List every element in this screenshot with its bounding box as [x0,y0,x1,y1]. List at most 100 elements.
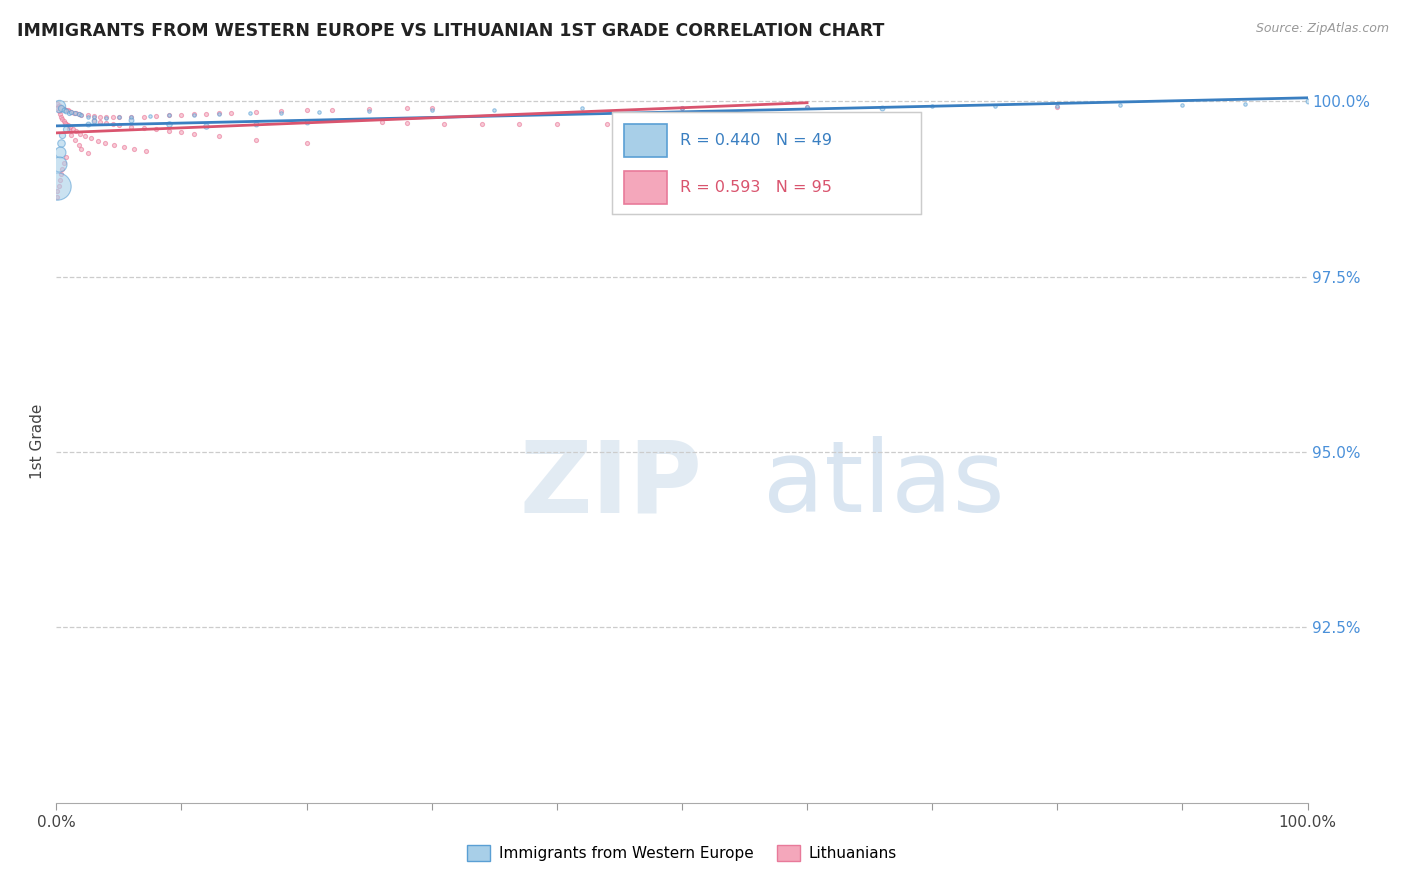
Point [49,173,72,187]
Point [132,120,155,135]
FancyBboxPatch shape [624,124,668,157]
Point [101,117,124,131]
Point [48,104,70,119]
Point [80,130,103,145]
Point [321,103,343,117]
Point [395,101,418,115]
Point [76,108,98,122]
Point [420,101,443,115]
Point [65,106,87,120]
Point [145,109,167,123]
Point [139,109,162,123]
Point [245,104,267,119]
Point [1046,100,1069,114]
Point [56,118,79,132]
Point [76,110,98,124]
Point [870,101,893,115]
Point [170,125,193,139]
Point [55,104,77,119]
Point [359,104,381,119]
Point [433,117,456,131]
Point [83,114,105,128]
Point [70,142,93,156]
Text: R = 0.593   N = 95: R = 0.593 N = 95 [679,180,831,195]
Point [67,137,90,152]
Point [52,114,75,128]
Point [308,104,330,119]
Point [571,101,593,115]
FancyBboxPatch shape [624,171,668,204]
Point [51,101,73,115]
Point [51,112,73,126]
Point [51,161,73,176]
Point [96,116,118,130]
Point [596,118,619,132]
Point [48,98,70,112]
Point [108,111,131,125]
Point [62,122,84,136]
Point [48,178,70,193]
Point [53,103,76,117]
Point [135,144,157,158]
Point [46,97,69,112]
Point [58,105,80,120]
Point [52,102,75,116]
Point [60,128,83,142]
Point [195,107,218,121]
Point [120,113,142,128]
Point [921,99,943,113]
Point [59,120,82,135]
Point [55,103,77,117]
Point [120,110,142,124]
Point [51,136,73,151]
Point [145,122,167,136]
Point [76,117,98,131]
Text: atlas: atlas [763,436,1005,533]
Point [157,124,180,138]
Point [48,157,70,171]
Point [55,122,77,136]
Point [83,113,105,128]
Point [157,117,180,131]
Point [183,107,205,121]
Point [70,108,93,122]
Point [48,98,70,112]
Point [239,106,262,120]
Point [170,108,193,122]
Point [1296,95,1319,109]
Point [51,128,73,142]
Point [122,142,145,156]
Point [62,105,84,120]
Point [51,101,73,115]
Point [83,109,105,123]
Point [94,136,117,150]
Point [103,137,125,152]
Point [183,127,205,141]
Point [208,107,231,121]
Point [89,110,111,124]
Point [471,117,494,131]
Point [132,110,155,124]
Point [195,119,218,133]
Point [984,98,1007,112]
Point [46,190,69,204]
Point [76,146,98,161]
Point [60,104,83,119]
Point [208,129,231,144]
Point [245,117,267,131]
Point [221,105,243,120]
Point [108,111,131,125]
Legend: Immigrants from Western Europe, Lithuanians: Immigrants from Western Europe, Lithuani… [461,839,903,867]
Point [208,106,231,120]
Point [359,102,381,116]
Point [46,184,69,198]
Point [295,103,318,118]
Point [395,116,418,130]
Point [60,104,83,119]
Text: R = 0.440   N = 49: R = 0.440 N = 49 [679,133,832,148]
Point [546,118,568,132]
Point [83,111,105,125]
Point [1109,98,1132,112]
Point [70,108,93,122]
Point [295,115,318,129]
